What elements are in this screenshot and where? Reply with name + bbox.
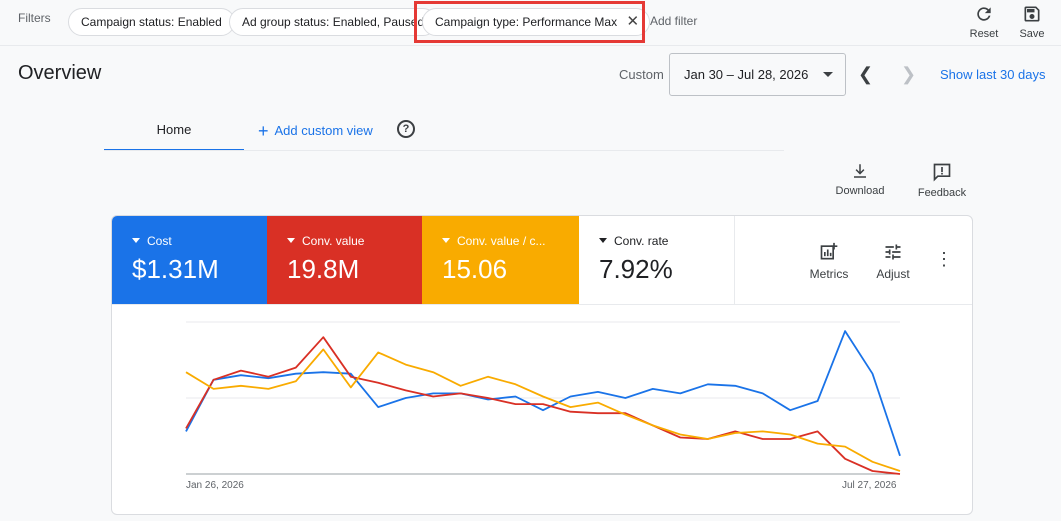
feedback-label: Feedback (917, 187, 967, 199)
adjust-label: Adjust (876, 267, 910, 281)
save-button[interactable]: Save (1012, 4, 1052, 40)
add-custom-view-button[interactable]: + Add custom view (258, 121, 373, 142)
save-icon (1024, 6, 1040, 22)
performance-card: Cost $1.31M Conv. value 19.8M Conv. valu… (111, 215, 973, 515)
feedback-icon (933, 163, 951, 182)
filter-bar: Filters Campaign status: Enabled Ad grou… (0, 0, 1061, 46)
tab-home[interactable]: Home (104, 113, 244, 151)
caret-down-icon (442, 238, 450, 243)
download-button[interactable]: Download (832, 162, 888, 197)
filter-chip-campaign-type[interactable]: Campaign type: Performance Max ✕ (422, 8, 651, 36)
save-label: Save (1019, 28, 1045, 40)
date-range-value: Jan 30 – Jul 28, 2026 (684, 67, 809, 82)
metrics-divider (112, 304, 972, 305)
metric-value: 19.8M (287, 254, 360, 284)
range-type-label: Custom (619, 67, 664, 82)
download-icon (854, 164, 866, 178)
chart-add-icon (820, 242, 838, 260)
more-vert-icon[interactable]: ⋮ (935, 249, 953, 269)
filter-chip-label: Campaign type: Performance Max (435, 15, 618, 29)
adjust-button[interactable]: Adjust (868, 242, 918, 281)
date-range-select[interactable]: Jan 30 – Jul 28, 2026 (669, 53, 846, 96)
metrics-button[interactable]: Metrics (804, 242, 854, 281)
caret-down-icon (132, 238, 140, 243)
series-line-0 (185, 330, 901, 457)
series-line-1 (185, 336, 901, 475)
tune-icon (885, 244, 901, 260)
reset-icon (977, 7, 991, 21)
chevron-left-icon[interactable]: ❮ (858, 64, 874, 84)
filter-chip-campaign-status[interactable]: Campaign status: Enabled (68, 8, 235, 36)
help-icon[interactable]: ? (397, 120, 415, 138)
highlight-annotation (414, 1, 645, 43)
caret-down-icon (287, 238, 295, 243)
page-title: Overview (18, 62, 102, 84)
filters-label: Filters (18, 11, 51, 25)
metric-value: 15.06 (442, 254, 508, 284)
line-chart (185, 321, 901, 475)
feedback-button[interactable]: Feedback (914, 162, 970, 199)
reset-label: Reset (969, 28, 999, 40)
metric-conv-rate[interactable]: Conv. rate 7.92% (579, 216, 735, 304)
x-axis-start-label: Jan 26, 2026 (186, 480, 244, 491)
metric-cost[interactable]: Cost $1.31M (112, 216, 267, 304)
metric-value: $1.31M (132, 254, 219, 284)
metric-value: 7.92% (599, 254, 673, 284)
metric-label: Conv. value (302, 234, 365, 248)
metrics-label: Metrics (809, 267, 849, 281)
tabs-divider (104, 150, 784, 151)
download-label: Download (835, 185, 885, 197)
reset-button[interactable]: Reset (964, 4, 1004, 40)
add-custom-view-label: Add custom view (274, 123, 373, 138)
plus-icon: + (258, 121, 269, 141)
show-last-30-days-link[interactable]: Show last 30 days (940, 67, 1046, 82)
x-axis-end-label: Jul 27, 2026 (842, 480, 897, 491)
chevron-right-icon[interactable]: ❯ (901, 64, 917, 84)
metric-label: Conv. value / c... (457, 234, 546, 248)
close-icon[interactable]: ✕ (626, 13, 640, 30)
metric-label: Cost (147, 234, 172, 248)
add-filter-button[interactable]: Add filter (650, 14, 698, 28)
filter-chip-ad-group-status[interactable]: Ad group status: Enabled, Paused (229, 8, 438, 36)
metric-label: Conv. rate (614, 234, 669, 248)
metric-conv-value-per-cost[interactable]: Conv. value / c... 15.06 (422, 216, 579, 304)
caret-down-icon (823, 72, 833, 77)
caret-down-icon (599, 238, 607, 243)
metric-conv-value[interactable]: Conv. value 19.8M (267, 216, 422, 304)
series-line-2 (185, 348, 901, 472)
